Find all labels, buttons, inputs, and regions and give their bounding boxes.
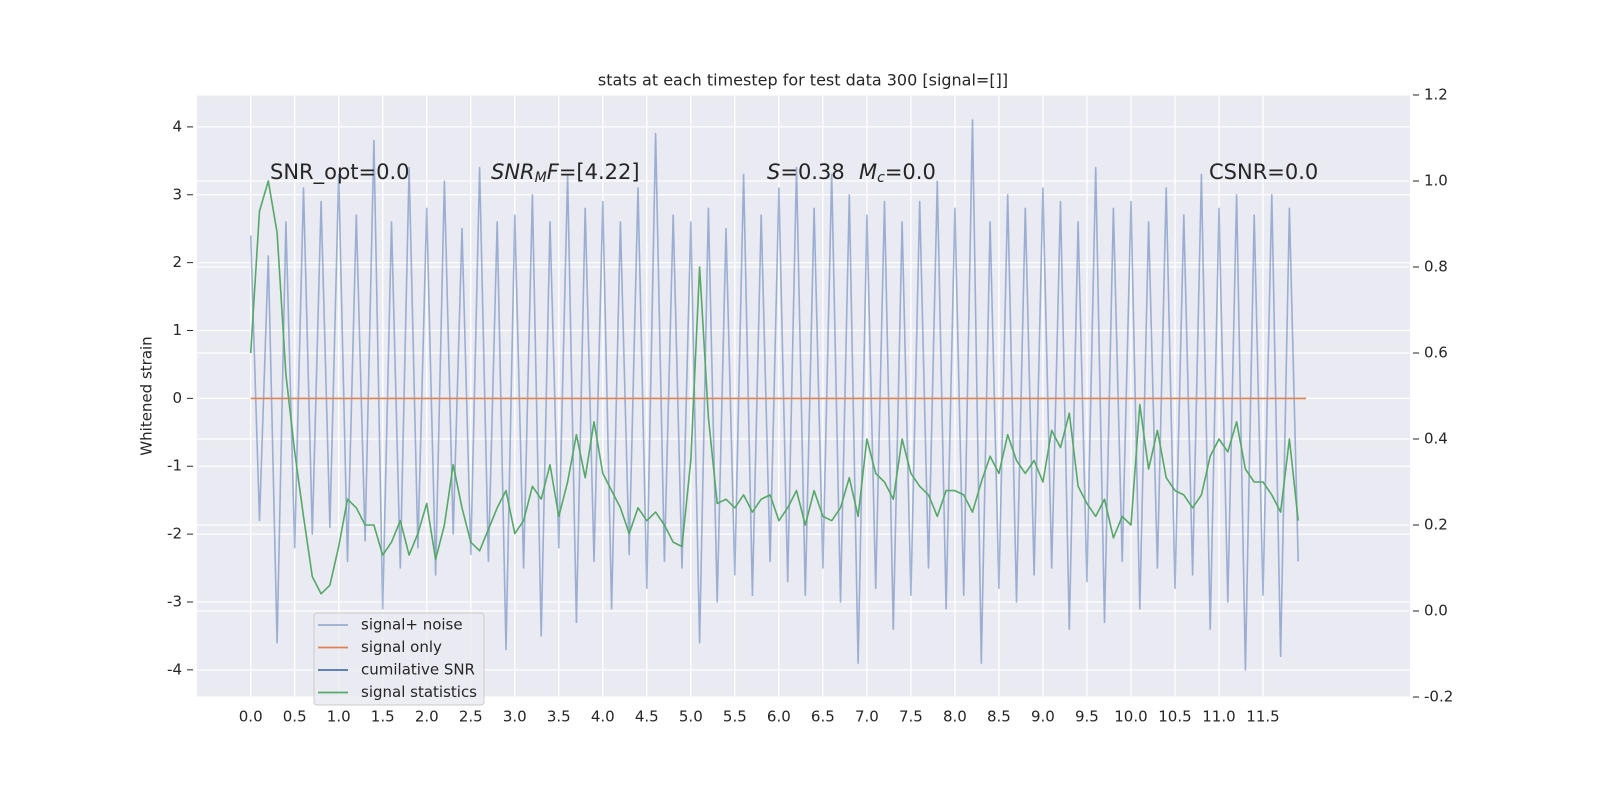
annotation: CSNR=0.0 [1209,160,1318,184]
x-tick-label: 10.0 [1114,708,1147,726]
series-line [249,119,1299,671]
x-tick-label: 7.0 [855,708,879,726]
annotation-part: =0.0 [885,160,936,184]
x-tick-label: 6.5 [811,708,835,726]
y2-tick-label: -0.2 [1424,688,1453,706]
x-tick-label: 8.0 [943,708,967,726]
y2-tick-label: 0.2 [1424,516,1448,534]
annotation-part: SNR [491,160,535,184]
legend: signal+ noise signal only cumilative SNR si… [313,612,485,706]
annotation-part: M [859,160,877,184]
annotation-part: =[4.22] [559,160,640,184]
y-tick-label: 0 [172,389,182,407]
y2-tick-label: 0.6 [1424,344,1448,362]
y2-tick-label: 0.8 [1424,258,1448,276]
x-tick-label: 8.5 [987,708,1011,726]
y-tick-label: -2 [167,525,182,543]
x-tick-label: 1.0 [327,708,351,726]
y-axis-label: Whitened strain [138,336,156,455]
annotation-part: M [535,170,547,186]
annotation: Mc=0.0 [859,160,936,186]
y-tick-label: -3 [167,592,182,610]
x-tick-label: 10.5 [1158,708,1191,726]
x-tick-label: 11.5 [1246,708,1279,726]
annotation-part: F [547,160,560,184]
legend-label: cumilative SNR [361,661,475,679]
x-tick-label: 3.0 [503,708,527,726]
annotation: S=0.38 [767,160,845,184]
legend-box [313,612,485,706]
annotation-part: CSNR=0.0 [1209,160,1318,184]
y2-tick-label: 0.0 [1424,602,1448,620]
y2-tick-label: 1.0 [1424,172,1448,190]
x-tick-label: 4.0 [591,708,615,726]
x-tick-label: 0.0 [239,708,263,726]
x-tick-label: 4.5 [635,708,659,726]
series-line [249,180,1299,595]
x-tick-label: 9.0 [1031,708,1055,726]
x-tick-label: 11.0 [1202,708,1235,726]
annotation-part: c [877,170,885,186]
x-tick-label: 5.5 [723,708,747,726]
legend-label: signal only [361,638,442,656]
y-tick-label: 4 [172,117,182,135]
x-tick-label: 5.0 [679,708,703,726]
annotation-part: =0.38 [780,160,844,184]
x-tick-label: 3.5 [547,708,571,726]
annotation-part: S [767,160,780,184]
x-tick-label: 0.5 [283,708,307,726]
x-tick-label: 7.5 [899,708,923,726]
legend-label: signal statistics [361,683,477,701]
annotation: SNRMF=[4.22] [491,160,640,186]
legend-label: signal+ noise [361,616,463,634]
y-tick-label: 2 [172,253,182,271]
x-tick-label: 2.0 [415,708,439,726]
annotation: SNR_opt=0.0 [270,160,410,185]
y2-tick-label: 1.2 [1424,86,1448,104]
y-tick-label: -1 [167,457,182,475]
y-tick-label: -4 [167,660,182,678]
x-tick-label: 2.5 [459,708,483,726]
chart-title: stats at each timestep for test data 300… [598,71,1008,90]
annotation-part: SNR_opt=0.0 [270,160,410,185]
y-tick-label: 3 [172,185,182,203]
y2-tick-label: 0.4 [1424,430,1448,448]
x-tick-label: 9.5 [1075,708,1099,726]
x-tick-label: 6.0 [767,708,791,726]
x-tick-label: 1.5 [371,708,395,726]
y-tick-label: 1 [172,321,182,339]
